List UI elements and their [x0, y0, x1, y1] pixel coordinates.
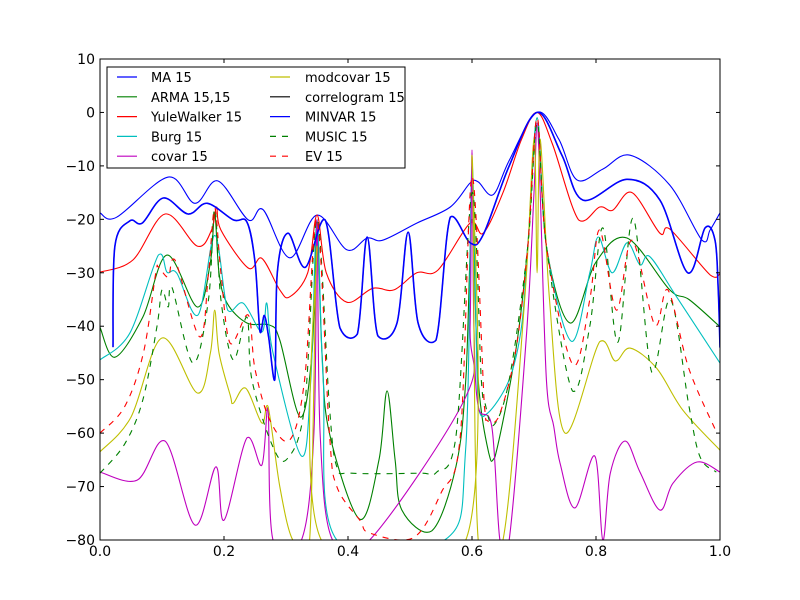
legend-label: Burg 15	[151, 130, 202, 145]
legend-label: MA 15	[151, 71, 192, 86]
legend-label: ARMA 15,15	[151, 91, 230, 106]
series-line-yulewalker-15	[100, 111, 720, 303]
legend-label: YuleWalker 15	[150, 111, 242, 126]
y-tick-label: 0	[86, 105, 95, 121]
legend-box	[106, 66, 406, 169]
x-tick-label: 1.0	[709, 544, 731, 560]
legend: MA 15 ARMA 15,15 YuleWalker 15 Burg 15 covar…	[106, 66, 406, 169]
legend-label: modcovar 15	[305, 71, 391, 86]
series-line-modcovar-15	[100, 138, 720, 540]
y-tick-label: −40	[65, 319, 95, 335]
x-tick-label: 0.4	[337, 544, 359, 560]
series-line-minvar-15	[112, 111, 720, 381]
y-tick-label: −20	[65, 212, 95, 228]
legend-label: EV 15	[305, 150, 343, 165]
series-line-ma-15	[100, 111, 720, 259]
y-tick-label: 10	[77, 52, 95, 68]
y-tick-label: −80	[65, 533, 95, 549]
y-tick-label: −50	[65, 373, 95, 389]
y-tick-label: −60	[65, 426, 95, 442]
series-line-music-15	[100, 122, 717, 476]
x-tick-label: 0.8	[585, 544, 607, 560]
legend-label: correlogram 15	[305, 91, 405, 106]
x-tick-label: 0.2	[213, 544, 235, 560]
y-tick-label: −10	[65, 159, 95, 175]
legend-label: covar 15	[151, 150, 208, 165]
legend-label: MUSIC 15	[305, 130, 368, 145]
legend-label: MINVAR 15	[305, 111, 376, 126]
axis-ticks: 0.0 0.2 0.4 0.6 0.8 1.0 10 0 −10 −20 −30 −40 −50 −60 −…	[65, 52, 731, 560]
series-line-burg-15	[100, 117, 720, 540]
plot-frame	[99, 58, 721, 541]
y-tick-label: −30	[65, 266, 95, 282]
y-tick-label: −70	[65, 480, 95, 496]
x-tick-label: 0.0	[89, 544, 111, 560]
x-tick-label: 0.6	[461, 544, 483, 560]
